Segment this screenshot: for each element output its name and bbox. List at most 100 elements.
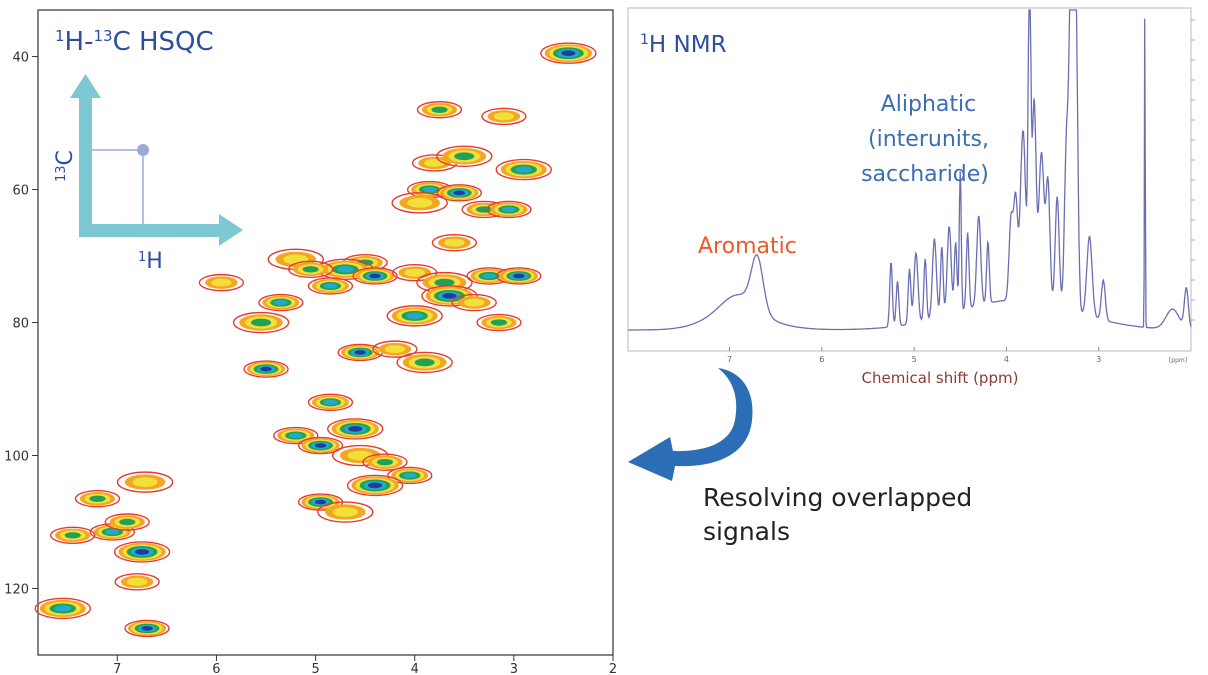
- nmr-x-tick-label: 4: [1004, 355, 1009, 364]
- contour-level: [49, 526, 96, 545]
- hsqc-peak: [451, 293, 497, 312]
- hsqc-peak: [476, 313, 522, 332]
- contour-level: [424, 158, 445, 167]
- contour-level: [323, 283, 338, 289]
- contour-level: [481, 107, 527, 126]
- hsqc-y-tick-label: 120: [4, 583, 29, 598]
- contour-level: [453, 190, 466, 196]
- contour-level: [431, 234, 478, 252]
- contour-level: [561, 50, 576, 57]
- contour-level: [297, 436, 344, 455]
- contour-level: [442, 293, 457, 299]
- contour-level: [416, 101, 463, 119]
- resolve-arrow: Resolving overlapped signals: [628, 368, 972, 546]
- contour-level: [323, 399, 338, 406]
- contour-level: [251, 318, 272, 327]
- contour-level: [354, 350, 366, 355]
- contour-level: [403, 472, 417, 479]
- contour-level: [367, 482, 383, 489]
- hsqc-peak: [104, 513, 150, 531]
- nmr-title-sup: 1: [640, 32, 649, 48]
- hsqc-peak: [391, 192, 448, 214]
- contour-level: [105, 529, 120, 535]
- contour-level: [464, 298, 485, 307]
- contour-level: [352, 267, 398, 285]
- contour-level: [260, 366, 272, 372]
- contour-level: [314, 499, 327, 505]
- hsqc-title-rest: C HSQC: [113, 27, 214, 57]
- contour-level: [495, 158, 552, 181]
- inset-1h-letter: H: [146, 249, 163, 274]
- contour-level: [414, 358, 435, 367]
- contour-level: [287, 260, 334, 279]
- contour-level: [513, 273, 525, 279]
- nmr-x-tick-label: 7: [727, 355, 732, 364]
- contour-level: [34, 597, 91, 620]
- hsqc-peak: [74, 490, 121, 508]
- contour-level: [132, 477, 158, 487]
- contour-level: [307, 393, 354, 412]
- hsqc-x-tick-label: 4: [411, 662, 419, 675]
- contour-level: [114, 573, 160, 591]
- contour-level: [406, 312, 424, 320]
- hsqc-peak: [481, 107, 527, 126]
- aliphatic-line-1: Aliphatic: [881, 92, 977, 117]
- contour-level: [307, 277, 354, 295]
- hsqc-peak: [287, 260, 334, 279]
- hsqc-peak: [337, 343, 383, 362]
- hsqc-y-tick-label: 40: [12, 51, 29, 66]
- contour-level: [396, 351, 453, 374]
- hsqc-title-h: H-: [65, 27, 94, 57]
- nmr-intensity-axis: [1191, 19, 1195, 321]
- resolve-label-line-2: signals: [703, 517, 790, 546]
- contour-level: [407, 198, 433, 208]
- contour-level: [493, 112, 515, 121]
- contour-level: [434, 278, 455, 287]
- contour-level: [384, 345, 406, 354]
- contour-level: [540, 42, 597, 64]
- nmr-x-tick-label: 6: [819, 355, 824, 364]
- contour-level: [436, 184, 483, 202]
- contour-level: [64, 532, 81, 539]
- nmr-label-aliphatic: Aliphatic (interunits, saccharide): [861, 92, 996, 187]
- contour-level: [283, 254, 309, 265]
- inset-13c-arrow-head: [70, 74, 101, 98]
- contour-level: [421, 285, 478, 307]
- contour-level: [134, 549, 150, 555]
- hsqc-peak: [34, 597, 91, 620]
- contour-level: [126, 577, 148, 586]
- contour-level: [515, 166, 533, 173]
- hsqc-y-axis: 40 60 80 100 120: [4, 51, 38, 598]
- hsqc-x-tick-label: 3: [510, 662, 518, 675]
- contour-level: [116, 471, 174, 493]
- aliphatic-line-2: (interunits,: [868, 127, 989, 152]
- hsqc-contour-peaks: [34, 42, 597, 638]
- hsqc-peak: [113, 541, 171, 563]
- nmr-unit-tick-label: [ppm]: [1169, 357, 1187, 364]
- hsqc-peak: [317, 501, 374, 523]
- hsqc-peak: [496, 267, 542, 285]
- contour-level: [289, 432, 303, 439]
- hsqc-peak: [307, 277, 354, 295]
- nmr-x-tick-label: 5: [912, 355, 917, 364]
- contour-level: [317, 501, 374, 523]
- contour-level: [74, 490, 121, 508]
- hsqc-peak: [307, 393, 354, 412]
- contour-level: [119, 518, 136, 526]
- contour-level: [348, 426, 363, 432]
- nmr-title-rest: H NMR: [649, 32, 727, 58]
- contour-level: [476, 206, 493, 213]
- contour-level: [141, 626, 153, 631]
- hsqc-peak: [386, 305, 443, 327]
- contour-level: [327, 418, 384, 440]
- hsqc-peak: [243, 360, 289, 378]
- hsqc-peak: [436, 184, 483, 202]
- hsqc-x-tick-label: 7: [113, 662, 121, 675]
- contour-level: [444, 238, 465, 247]
- contour-level: [391, 192, 448, 214]
- hsqc-axes-inset: 13C 1H: [53, 74, 243, 274]
- contour-level: [454, 152, 475, 161]
- contour-level: [258, 293, 304, 312]
- contour-level: [124, 619, 170, 638]
